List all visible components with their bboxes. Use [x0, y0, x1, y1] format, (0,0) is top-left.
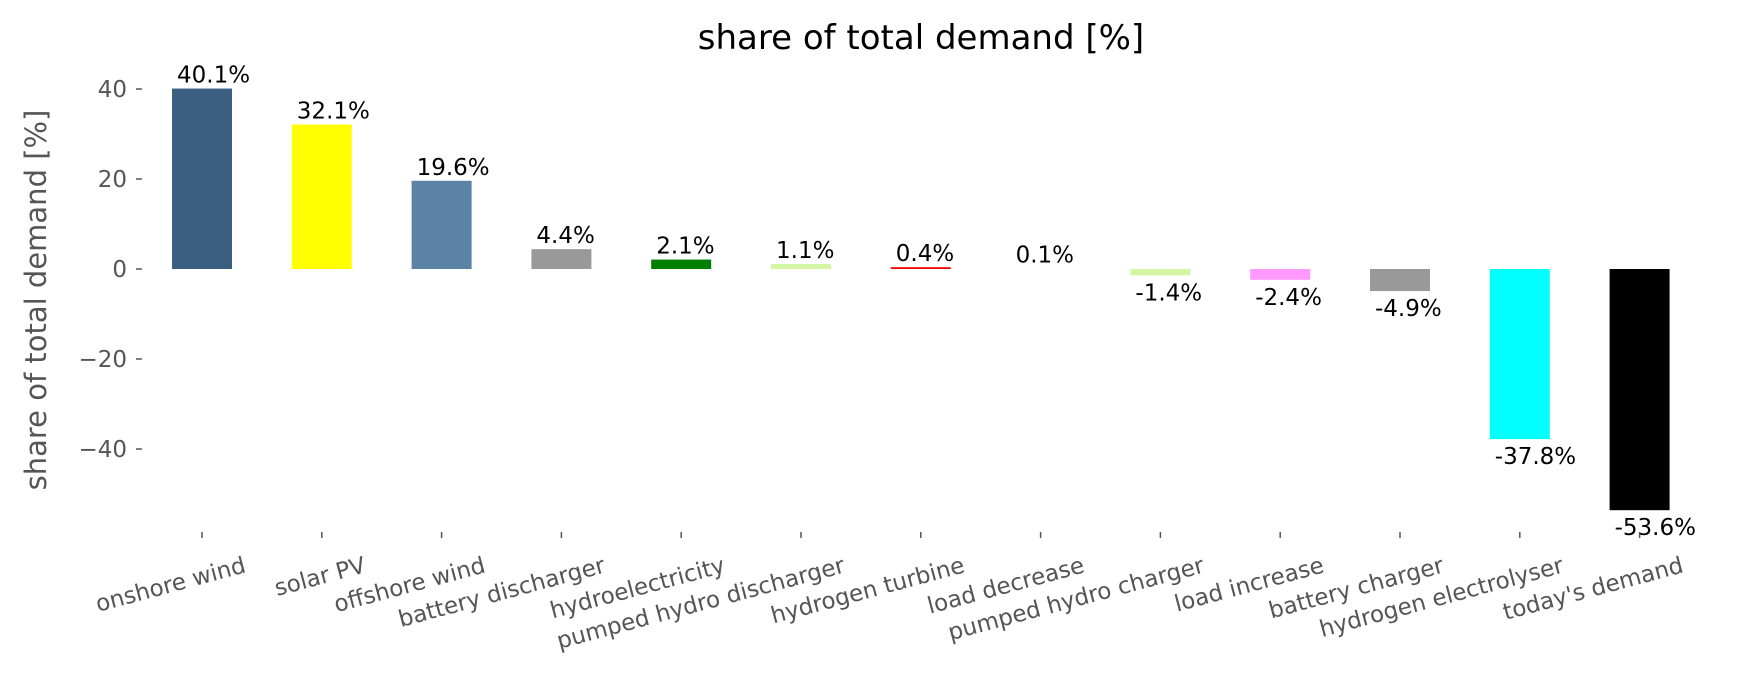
data-label: 1.1%: [776, 238, 834, 264]
bar: [291, 124, 352, 269]
data-label: 0.4%: [896, 241, 954, 267]
bar: [1250, 269, 1311, 280]
bar: [1489, 269, 1550, 440]
chart-title: share of total demand [%]: [698, 18, 1144, 58]
y-tick-label: 20: [98, 167, 127, 193]
y-tick-label: −20: [78, 347, 127, 373]
bars: 40.1% 32.1% 19.6% 4.4% 2.1% 1.1% 0.4% 0.1% -1.4%…: [172, 63, 1696, 541]
data-label: 4.4%: [536, 223, 594, 249]
bar: [1370, 269, 1430, 292]
data-label: -37.8%: [1495, 444, 1576, 470]
bar: [651, 259, 712, 269]
bar: [890, 267, 951, 269]
y-tick-label: 0: [112, 257, 127, 283]
data-label: 40.1%: [177, 63, 250, 89]
bar: [172, 88, 232, 269]
bar: [531, 249, 592, 269]
y-axis-label: share of total demand [%]: [19, 110, 53, 491]
data-label: 0.1%: [1016, 243, 1074, 269]
bar: [771, 264, 831, 269]
bar: [1609, 269, 1670, 511]
x-tick-label: onshore wind: [93, 553, 249, 618]
bar: [1130, 269, 1191, 276]
data-label: -4.9%: [1375, 296, 1442, 322]
bar: [411, 180, 472, 269]
data-label: 19.6%: [417, 155, 490, 181]
y-tick-label: −40: [78, 437, 127, 463]
data-label: -53.6%: [1615, 515, 1696, 541]
data-label: 32.1%: [297, 99, 370, 125]
data-label: 2.1%: [656, 234, 714, 260]
y-tick-label: 40: [98, 77, 127, 103]
data-label: -2.4%: [1255, 285, 1322, 311]
bar: [1010, 268, 1071, 271]
y-axis: 40 20 0 −20 −40: [78, 77, 142, 463]
data-label: -1.4%: [1135, 280, 1202, 306]
